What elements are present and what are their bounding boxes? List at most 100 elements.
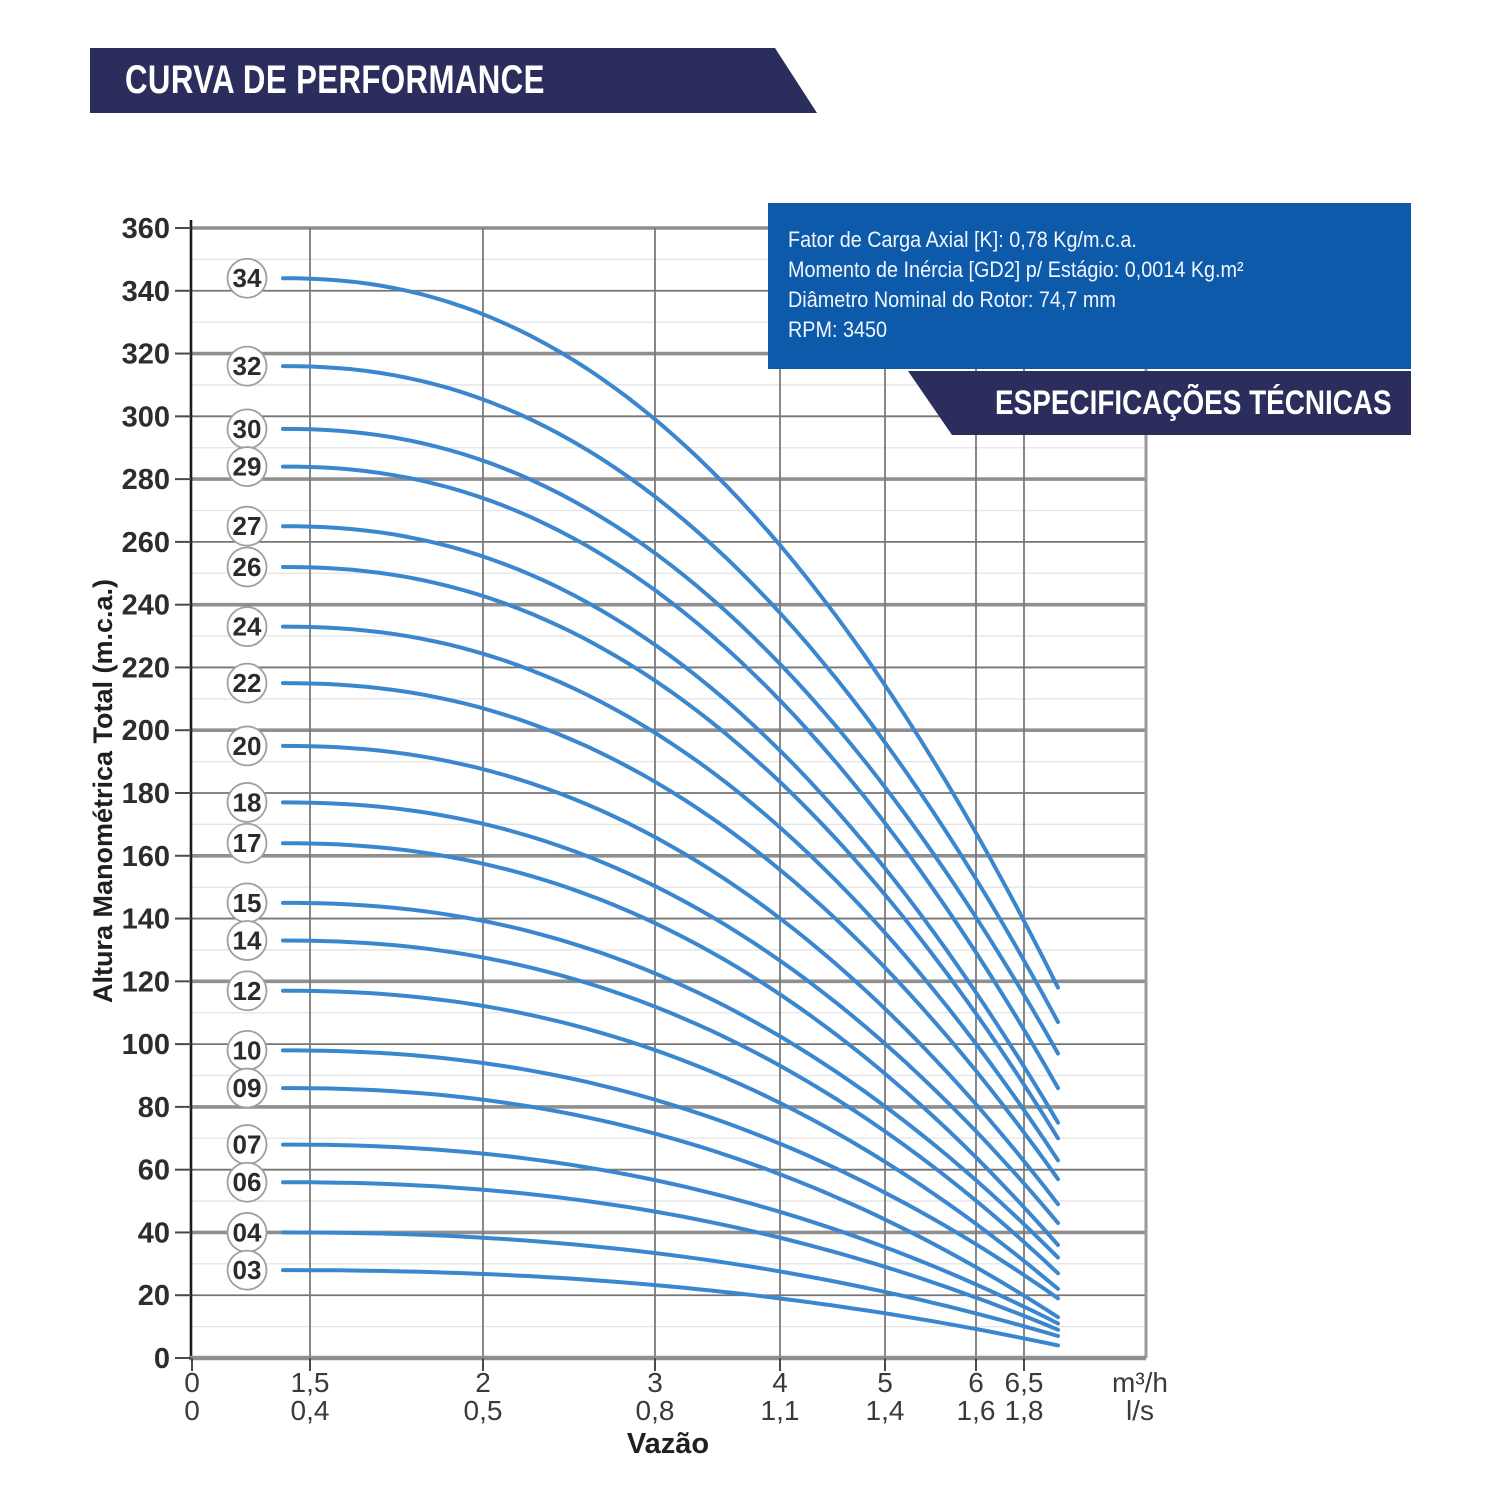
stage-label-03: 03 xyxy=(233,1255,262,1285)
technical-specs-box: Fator de Carga Axial [K]: 0,78 Kg/m.c.a.… xyxy=(768,203,1411,369)
stage-label-17: 17 xyxy=(233,828,262,858)
x-tick-label-m3h: 6,5 xyxy=(1005,1367,1044,1398)
stage-label-10: 10 xyxy=(233,1035,262,1065)
curve-stage-14 xyxy=(281,938,1060,1276)
x-tick-label-ls: 1,4 xyxy=(866,1395,905,1426)
x-tick-label-m3h: 3 xyxy=(647,1367,663,1398)
stage-label-14: 14 xyxy=(233,926,262,956)
y-tick-label: 320 xyxy=(122,339,170,371)
x-tick-label-ls: 0,5 xyxy=(464,1395,503,1426)
x-tick-label-m3h: 0 xyxy=(184,1367,200,1398)
stage-circle-09 xyxy=(226,1067,268,1109)
y-tick-label: 340 xyxy=(122,276,170,308)
curve-stage-06 xyxy=(281,1180,1060,1332)
x-tick-label-m3h: 4 xyxy=(772,1367,788,1398)
title-banner: CURVA DE PERFORMANCE xyxy=(90,48,817,113)
spec-line-axial-load: Fator de Carga Axial [K]: 0,78 Kg/m.c.a. xyxy=(788,227,1137,252)
stage-circle-14 xyxy=(226,920,268,961)
stage-label-24: 24 xyxy=(233,612,262,642)
stage-label-22: 22 xyxy=(233,668,262,698)
x-tick-label-m3h: 6 xyxy=(968,1367,984,1398)
stage-label-15: 15 xyxy=(233,888,262,918)
curve-stage-27 xyxy=(281,524,1060,1125)
x-axis-units: m³/hl/s xyxy=(1112,1367,1168,1426)
stage-circle-24 xyxy=(226,606,268,648)
y-tick-label: 0 xyxy=(154,1343,170,1375)
y-tick-label: 60 xyxy=(138,1155,170,1187)
stage-label-09: 09 xyxy=(233,1073,262,1103)
stage-label-12: 12 xyxy=(233,976,262,1006)
stage-label-30: 30 xyxy=(233,414,262,444)
x-tick-label-m3h: 5 xyxy=(877,1367,893,1398)
curve-stage-17 xyxy=(281,841,1060,1247)
x-tick-label-ls: 0 xyxy=(184,1395,200,1426)
curve-stage-30 xyxy=(281,426,1060,1056)
curve-stage-07 xyxy=(281,1142,1060,1326)
page-title: CURVA DE PERFORMANCE xyxy=(125,58,545,102)
performance-curves xyxy=(281,276,1060,1348)
stage-label-29: 29 xyxy=(233,452,262,482)
stage-label-07: 07 xyxy=(233,1130,262,1160)
stage-circle-22 xyxy=(226,662,268,704)
y-tick-label: 120 xyxy=(122,966,170,998)
stage-circle-12 xyxy=(226,970,268,1012)
x-axis-title: Vazão xyxy=(626,1428,710,1460)
curve-stage-12 xyxy=(281,988,1060,1291)
stage-labels: 34 32 30 29 27 26 24 22 20 18 17 15 14 12 10 09 07 06 04 03 xyxy=(226,257,268,1291)
curve-stage-20 xyxy=(281,743,1060,1207)
stage-label-06: 06 xyxy=(233,1167,262,1197)
y-tick-label: 100 xyxy=(122,1029,170,1061)
curve-stage-29 xyxy=(281,464,1060,1091)
y-tick-label: 20 xyxy=(138,1280,170,1312)
x-tick-label-ls: 0,4 xyxy=(291,1395,330,1426)
curve-stage-03 xyxy=(281,1268,1060,1348)
stage-circle-03 xyxy=(226,1249,268,1291)
y-tick-label: 300 xyxy=(122,401,170,433)
y-tick-label: 180 xyxy=(122,778,170,810)
spec-line-rpm: RPM: 3450 xyxy=(788,317,888,342)
curve-stage-09 xyxy=(281,1086,1060,1320)
x-unit-m3h: m³/h xyxy=(1112,1367,1168,1398)
x-tick-label-m3h: 2 xyxy=(475,1367,491,1398)
y-axis-ticks: 0 20 40 60 80 100 120 140 160 180 200 220 240 260 280 3… xyxy=(122,213,191,1375)
gridlines-vertical xyxy=(309,228,1025,1358)
stage-circle-34 xyxy=(226,257,268,299)
stage-circle-29 xyxy=(226,446,268,487)
stage-circle-18 xyxy=(226,782,268,823)
spec-line-rotor-diameter: Diâmetro Nominal do Rotor: 74,7 mm xyxy=(788,287,1116,312)
spec-line-inertia: Momento de Inércia [GD2] p/ Estágio: 0,0… xyxy=(788,257,1244,282)
curve-stage-24 xyxy=(281,624,1060,1163)
y-tick-label: 240 xyxy=(122,590,170,622)
stage-label-32: 32 xyxy=(233,351,262,381)
stage-label-04: 04 xyxy=(233,1217,262,1247)
stage-circle-06 xyxy=(226,1161,268,1203)
curve-stage-18 xyxy=(281,800,1060,1225)
y-tick-label: 280 xyxy=(122,464,170,496)
curve-stage-34 xyxy=(281,276,1060,990)
technical-specs-banner: ESPECIFICAÇÕES TÉCNICAS xyxy=(908,371,1411,435)
y-tick-label: 360 xyxy=(122,213,170,245)
stage-label-20: 20 xyxy=(233,731,262,761)
y-tick-label: 40 xyxy=(138,1217,170,1249)
y-tick-label: 200 xyxy=(122,715,170,747)
y-tick-label: 140 xyxy=(122,904,170,936)
x-tick-label-ls: 1,1 xyxy=(761,1395,800,1426)
x-tick-label-ls: 1,6 xyxy=(957,1395,996,1426)
stage-label-34: 34 xyxy=(233,263,262,293)
stage-circle-17 xyxy=(226,822,268,864)
curve-stage-04 xyxy=(281,1230,1060,1338)
y-tick-label: 260 xyxy=(122,527,170,559)
technical-specs-banner-label: ESPECIFICAÇÕES TÉCNICAS xyxy=(995,384,1392,422)
stage-circle-32 xyxy=(226,345,268,387)
stage-circle-20 xyxy=(226,725,268,767)
x-unit-ls: l/s xyxy=(1126,1395,1154,1426)
x-axis-ticks: 00 1,50,4 20,5 30,8 41,1 51,4 61,6 6,51,8 xyxy=(184,1358,1043,1426)
y-tick-label: 220 xyxy=(122,652,170,684)
stage-circle-26 xyxy=(226,546,268,588)
curve-stage-22 xyxy=(281,681,1060,1182)
curve-stage-26 xyxy=(281,565,1060,1141)
stage-label-18: 18 xyxy=(233,787,262,817)
curve-stage-32 xyxy=(281,364,1060,1025)
stage-label-26: 26 xyxy=(233,552,262,582)
